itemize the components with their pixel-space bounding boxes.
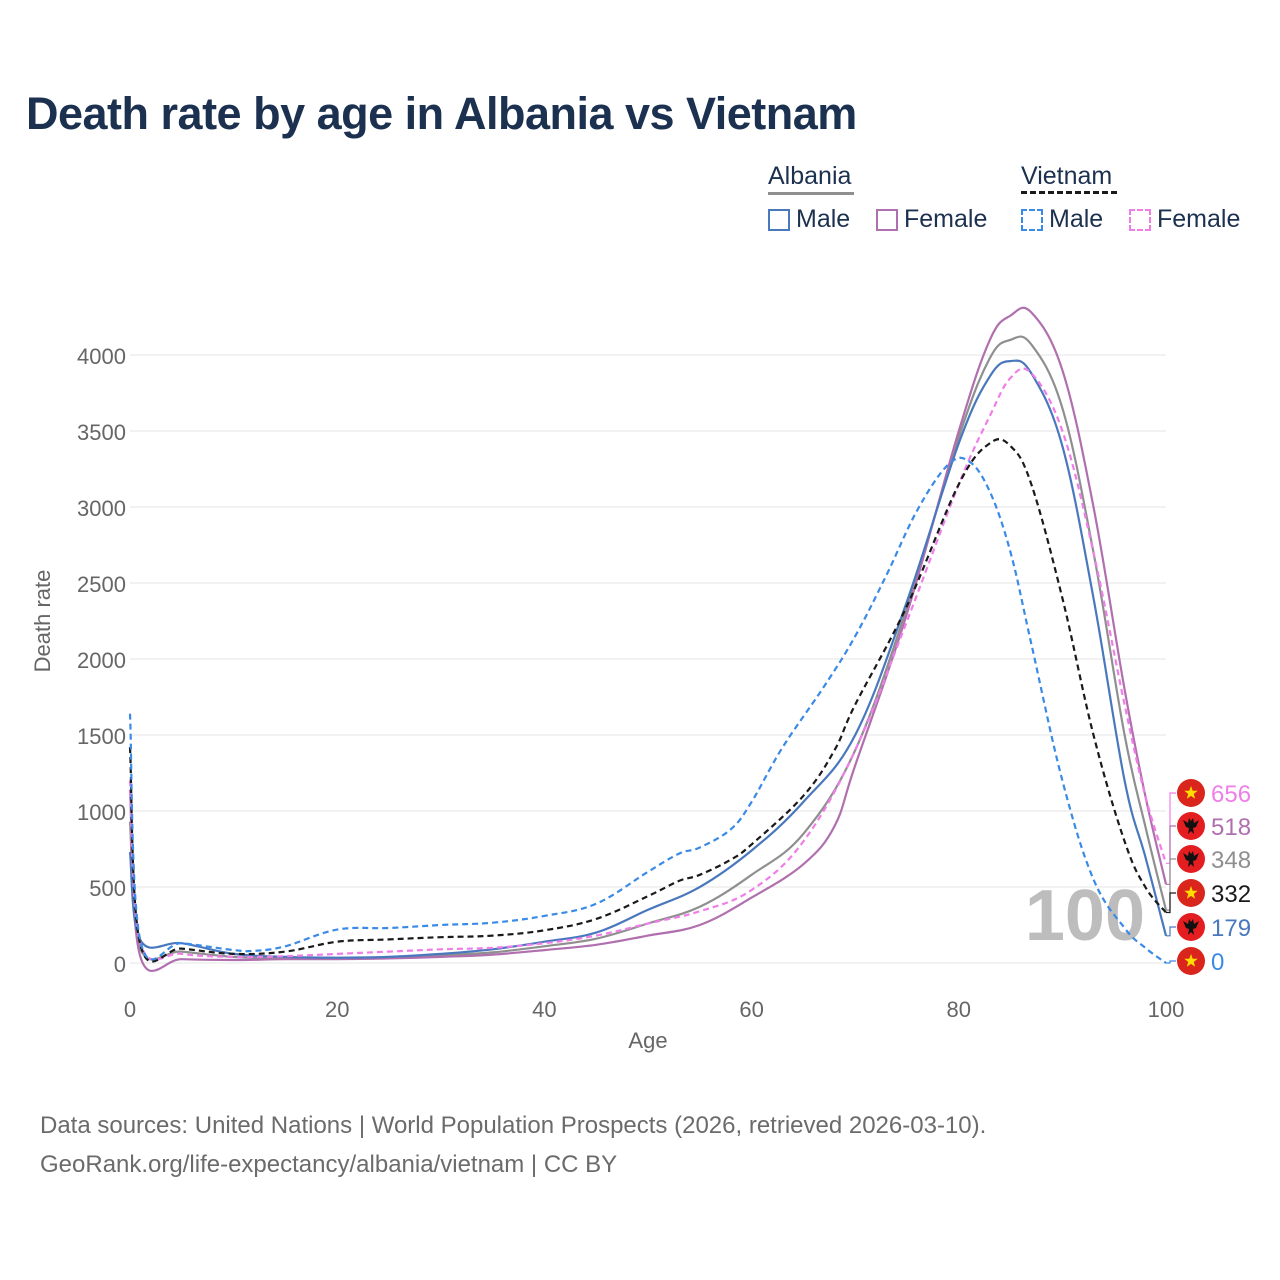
eagle-icon	[1183, 919, 1199, 935]
x-tick-label-20: 20	[325, 997, 349, 1022]
end-value-vietnam-female: 656	[1211, 781, 1251, 808]
end-connector-vietnam-male	[1166, 960, 1176, 964]
y-tick-label-4000: 4000	[77, 344, 126, 369]
y-tick-label-1500: 1500	[77, 724, 126, 749]
series-line-vietnam-male	[128, 456, 1167, 964]
y-tick-label-3500: 3500	[77, 420, 126, 445]
end-value-vietnam-total: 332	[1211, 881, 1251, 908]
end-value-vietnam-male: 0	[1211, 949, 1224, 976]
end-connector-vietnam-female	[1166, 792, 1176, 864]
end-value-albania-male: 179	[1211, 915, 1251, 942]
x-tick-label-60: 60	[739, 997, 763, 1022]
swatch-vietnam-male	[1021, 208, 1043, 231]
y-tick-label-1000: 1000	[77, 800, 126, 825]
swatch-albania-female	[876, 208, 898, 231]
series-line-vietnam-female	[128, 367, 1168, 961]
legend-label-albania-male: Male	[796, 205, 851, 233]
legend-group-vietnam: Vietnam	[1021, 162, 1113, 190]
legend-item-vietnam-male[interactable]: Male	[1021, 205, 1103, 234]
legend-line-vietnam	[1021, 191, 1117, 194]
series-line-albania-total	[128, 335, 1168, 961]
x-tick-label-40: 40	[532, 997, 556, 1022]
eagle-icon	[1183, 818, 1199, 834]
legend-label-vietnam-male: Male	[1049, 205, 1104, 233]
source-note: Data sources: United Nations | World Pop…	[40, 1106, 986, 1184]
source-line-1: Data sources: United Nations | World Pop…	[40, 1112, 987, 1139]
legend-item-vietnam-female[interactable]: Female	[1129, 205, 1240, 234]
y-tick-label-2000: 2000	[77, 648, 126, 673]
legend-item-albania-male[interactable]: Male	[768, 205, 850, 234]
star-icon	[1184, 786, 1198, 799]
end-connector-vietnam-total	[1166, 892, 1176, 914]
swatch-vietnam-female	[1129, 208, 1151, 231]
end-connector-albania-female	[1166, 825, 1176, 885]
y-tick-label-3000: 3000	[77, 496, 126, 521]
x-tick-label-0: 0	[124, 997, 136, 1022]
y-tick-label-0: 0	[114, 952, 126, 977]
end-connector-albania-total	[1166, 858, 1176, 911]
legend-item-albania-female[interactable]: Female	[876, 205, 987, 234]
age-watermark: 100	[1025, 876, 1145, 956]
legend-group-albania: Albania	[768, 162, 852, 190]
end-connector-albania-male	[1166, 926, 1176, 937]
y-tick-label-2500: 2500	[77, 572, 126, 597]
y-tick-label-500: 500	[89, 876, 126, 901]
legend-line-albania	[768, 192, 854, 195]
end-value-albania-total: 348	[1211, 847, 1251, 874]
series-line-albania-male	[128, 359, 1168, 959]
legend-label-vietnam-female: Female	[1157, 205, 1241, 233]
series-line-vietnam-total	[128, 438, 1167, 963]
series-line-albania-female	[128, 306, 1168, 972]
x-axis-label: Age	[628, 1028, 667, 1053]
y-axis-label: Death rate	[30, 570, 55, 673]
x-tick-label-80: 80	[947, 997, 971, 1022]
legend-label-albania-female: Female	[904, 205, 988, 233]
chart-title: Death rate by age in Albania vs Vietnam	[26, 88, 857, 139]
end-value-albania-female: 518	[1211, 814, 1251, 841]
source-line-2[interactable]: GeoRank.org/life-expectancy/albania/viet…	[40, 1151, 618, 1178]
star-icon	[1184, 886, 1198, 899]
star-icon	[1184, 954, 1198, 967]
x-tick-label-100: 100	[1148, 997, 1185, 1022]
eagle-icon	[1183, 851, 1199, 867]
swatch-albania-male	[768, 208, 790, 231]
